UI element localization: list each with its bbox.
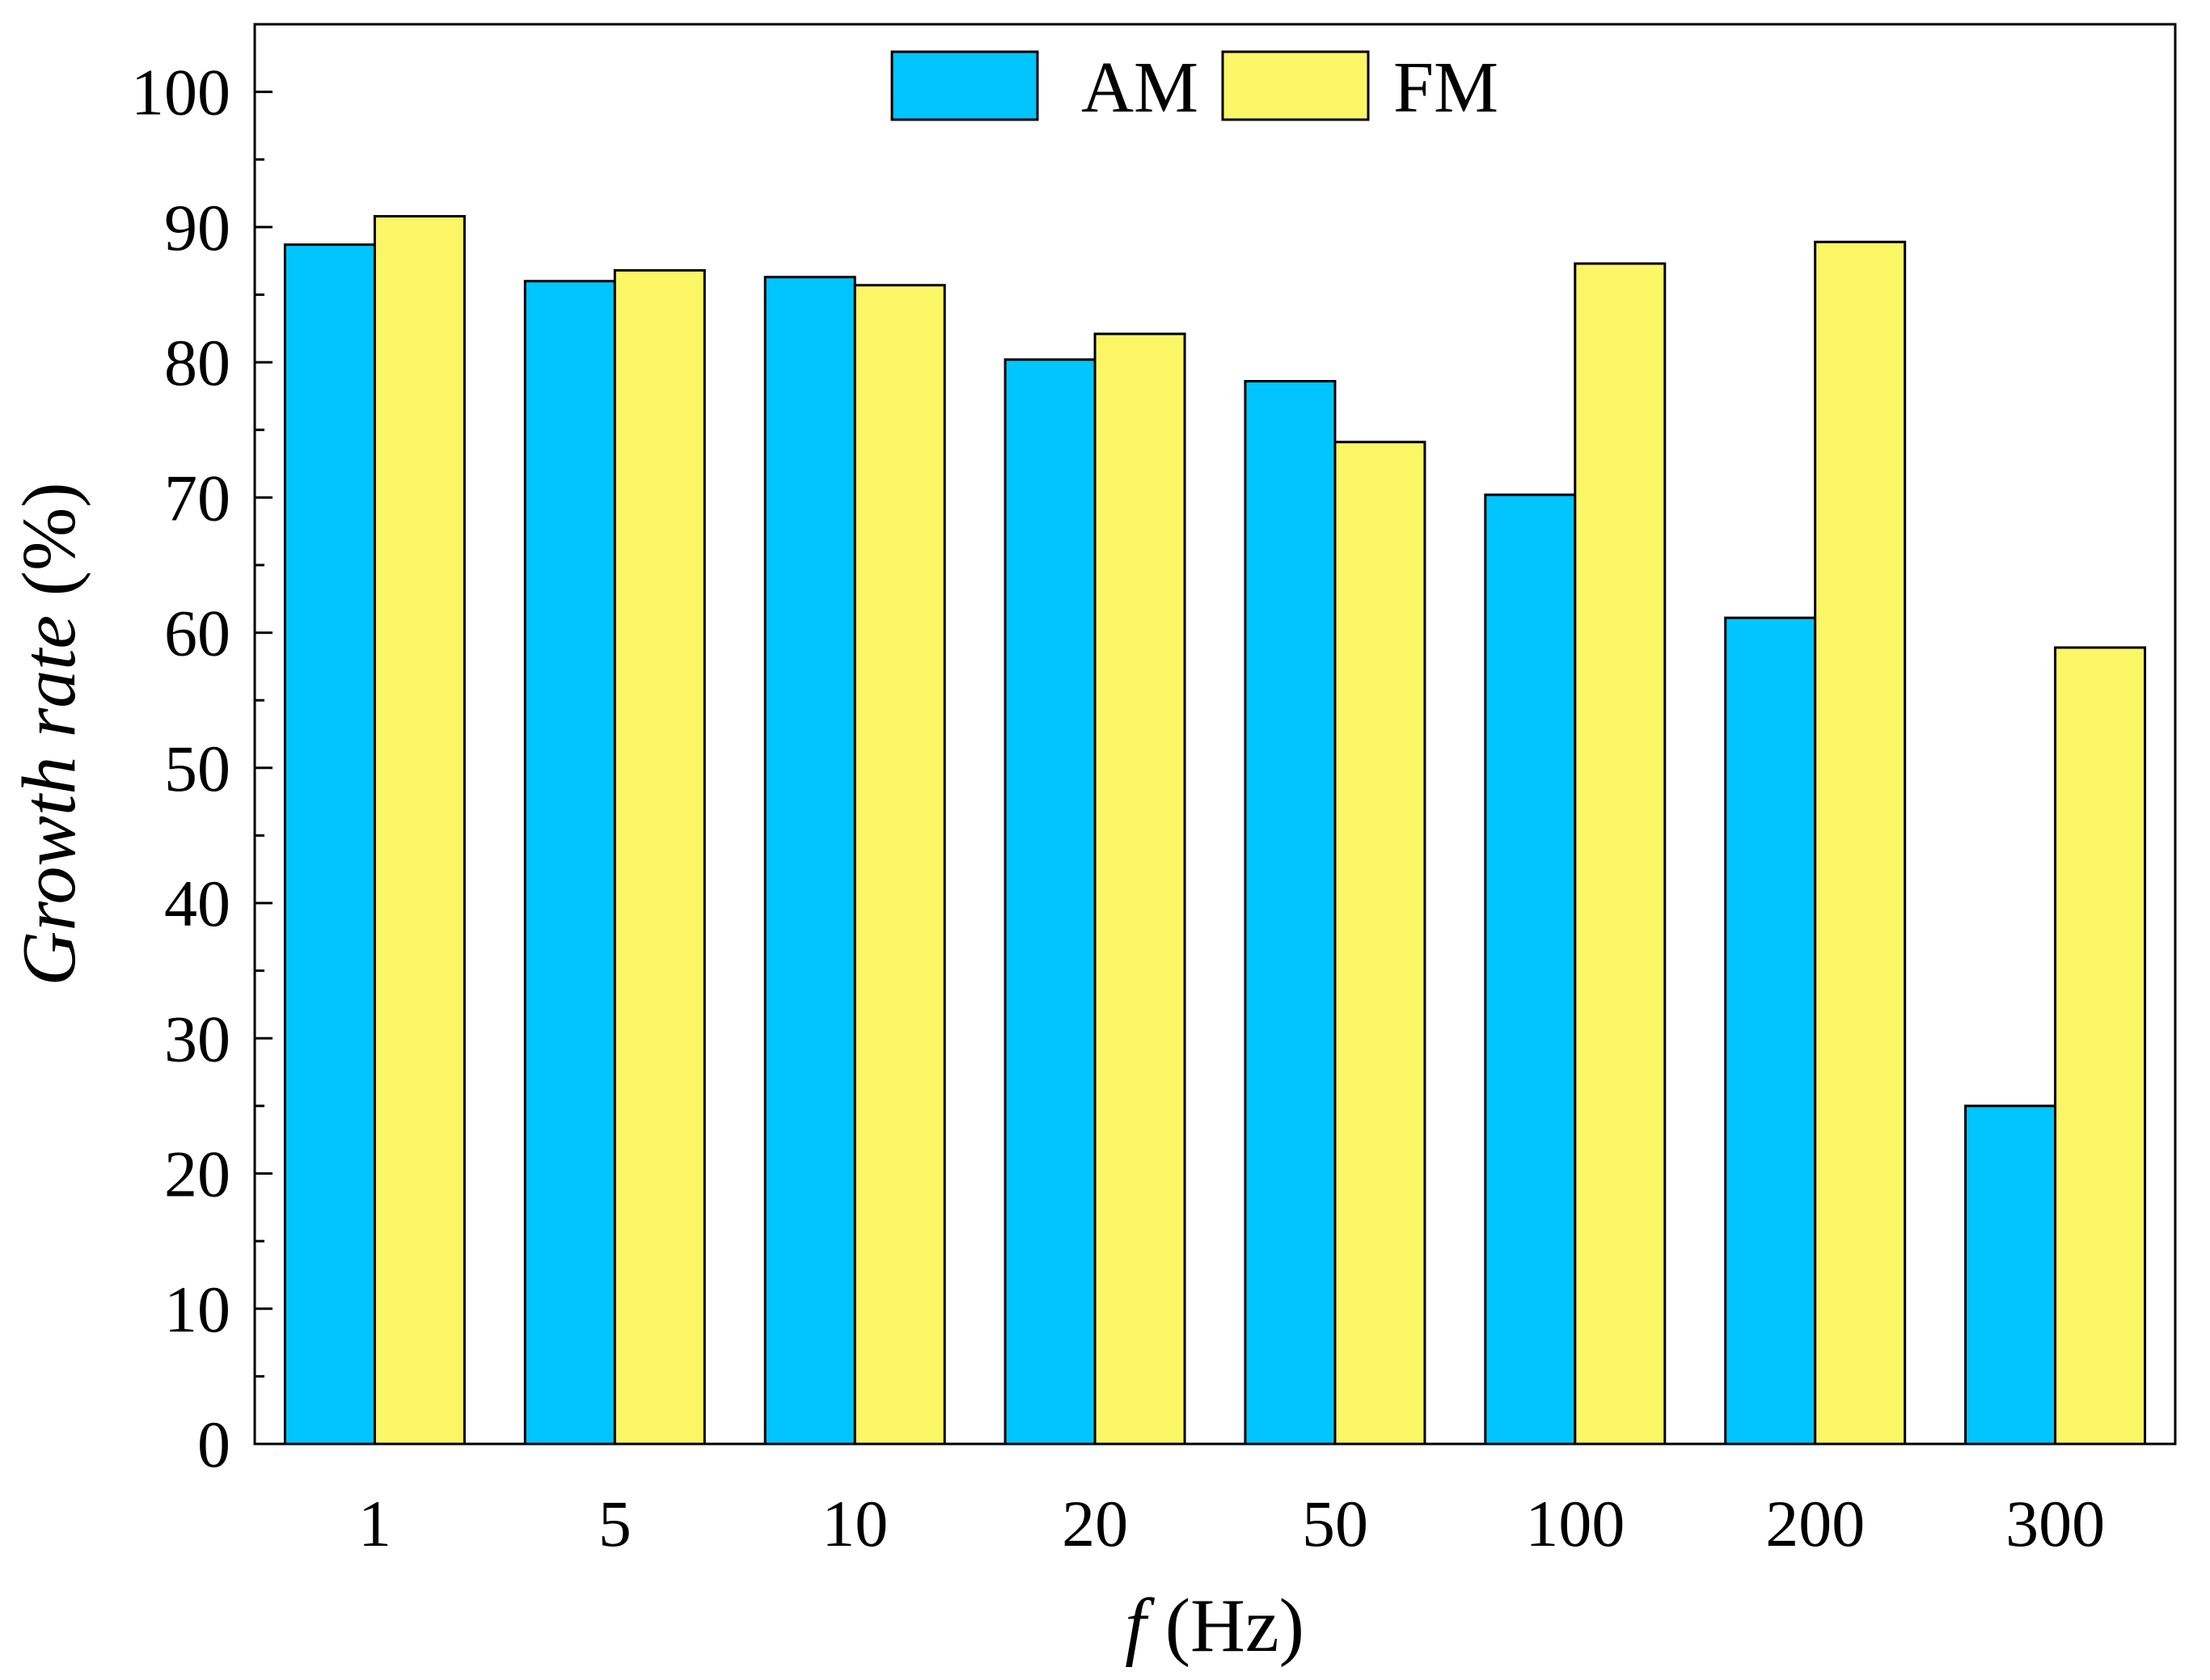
bar-am-50 <box>1244 380 1337 1446</box>
x-tick-label: 20 <box>1062 1487 1128 1560</box>
y-tick-label: 80 <box>164 326 230 399</box>
bar-fm-100 <box>1574 262 1667 1446</box>
y-tick-label: 20 <box>164 1138 230 1211</box>
bar-fm-1 <box>373 214 466 1446</box>
bar-fm-200 <box>1814 240 1907 1446</box>
y-axis-title-variable: Growth rate <box>7 615 91 986</box>
x-tick-label: 50 <box>1302 1487 1368 1560</box>
x-axis-title: f (Hz) <box>1125 1584 1304 1668</box>
legend-swatch-fm <box>1221 50 1370 121</box>
y-tick-label: 50 <box>164 732 230 805</box>
y-axis: 0 10 20 30 40 50 60 70 80 90 100 <box>131 56 273 1481</box>
bar-am-10 <box>763 276 856 1446</box>
bar-am-300 <box>1964 1104 2057 1446</box>
x-axis-title-unit: (Hz) <box>1146 1584 1304 1668</box>
x-tick-label: 10 <box>822 1487 888 1560</box>
x-tick-label: 5 <box>598 1487 632 1560</box>
bar-fm-300 <box>2054 646 2147 1446</box>
bar-am-1 <box>283 243 376 1446</box>
y-tick-label: 40 <box>164 867 230 940</box>
y-tick-label: 10 <box>164 1273 230 1346</box>
bar-fm-5 <box>613 268 706 1446</box>
y-axis-title-unit: (%) <box>7 482 91 614</box>
legend-swatch-am <box>890 50 1039 121</box>
bar-am-200 <box>1724 616 1817 1446</box>
bars <box>283 214 2147 1446</box>
bar-fm-50 <box>1333 441 1426 1446</box>
x-tick-label: 200 <box>1765 1487 1865 1560</box>
bar-am-20 <box>1004 358 1097 1446</box>
y-tick-label: 90 <box>164 191 230 264</box>
bar-am-5 <box>523 280 616 1446</box>
bar-am-100 <box>1484 493 1577 1446</box>
y-tick-label: 30 <box>164 1002 230 1075</box>
x-tick-label: 100 <box>1525 1487 1625 1560</box>
x-tick-label: 1 <box>358 1487 391 1560</box>
bar-fm-10 <box>853 284 946 1446</box>
plot-frame <box>253 23 2177 1446</box>
x-tick-label: 300 <box>2005 1487 2105 1560</box>
legend: AM FM <box>890 48 1498 128</box>
y-tick-label: 100 <box>131 56 230 129</box>
y-tick-label: 70 <box>164 461 230 534</box>
x-axis: 1 5 10 20 50 100 200 300 <box>358 1487 2105 1560</box>
legend-label-fm: FM <box>1393 48 1498 128</box>
bar-fm-20 <box>1093 332 1186 1446</box>
y-tick-label: 0 <box>197 1408 230 1481</box>
legend-label-am: AM <box>1081 48 1198 128</box>
y-tick-label: 60 <box>164 597 230 670</box>
y-axis-title: Growth rate (%) <box>7 482 91 986</box>
